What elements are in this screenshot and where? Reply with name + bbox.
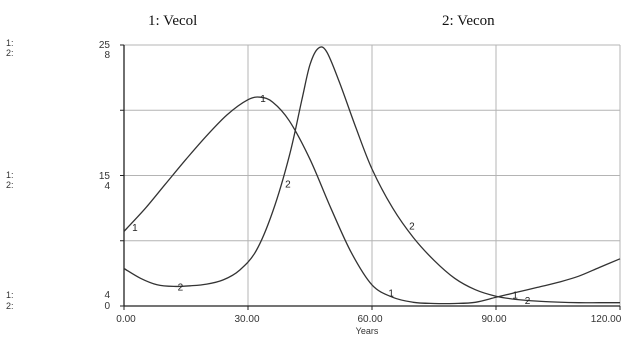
y1-tick-mid: 15 — [99, 171, 111, 182]
axis-prefix-top-1: 1: — [6, 38, 14, 48]
series-2-marker-2: 2 — [409, 222, 415, 233]
axes — [120, 44, 621, 310]
series-line-1 — [123, 96, 621, 305]
axis-prefix-mid-1: 1: — [6, 170, 14, 180]
x-axis-label: Years — [356, 326, 379, 336]
y1-tick-top: 25 — [99, 40, 111, 51]
series-line-2 — [123, 46, 620, 304]
legend-series-1: 1: Vecol — [148, 13, 197, 29]
y2-tick-mid: 4 — [104, 181, 110, 192]
x-tick-0: 0.00 — [116, 314, 136, 325]
series-1-marker-2: 1 — [388, 288, 394, 299]
y2-tick-bottom: 0 — [104, 301, 110, 312]
series-2-marker-1: 2 — [285, 180, 291, 191]
axis-prefix-top-2: 2: — [6, 48, 14, 58]
axis-prefix-bottom-2: 2: — [6, 301, 14, 311]
x-tick-120: 120.00 — [591, 314, 622, 325]
axis-prefix-bottom-1: 1: — [6, 290, 14, 300]
series-2-marker-0: 2 — [178, 282, 184, 293]
series-2-marker-3: 2 — [525, 296, 531, 307]
x-tick-90: 90.00 — [481, 314, 506, 325]
y1-tick-bottom: 4 — [104, 290, 110, 301]
series-1-marker-0: 1 — [132, 223, 138, 234]
x-tick-60: 60.00 — [357, 314, 382, 325]
series-1-marker-3: 1 — [512, 290, 518, 301]
x-tick-30: 30.00 — [234, 314, 259, 325]
grid — [124, 44, 621, 306]
legend-series-2: 2: Vecon — [442, 13, 495, 29]
series-1-marker-1: 1 — [260, 94, 266, 105]
y2-tick-top: 8 — [104, 50, 110, 61]
axis-prefix-mid-2: 2: — [6, 180, 14, 190]
